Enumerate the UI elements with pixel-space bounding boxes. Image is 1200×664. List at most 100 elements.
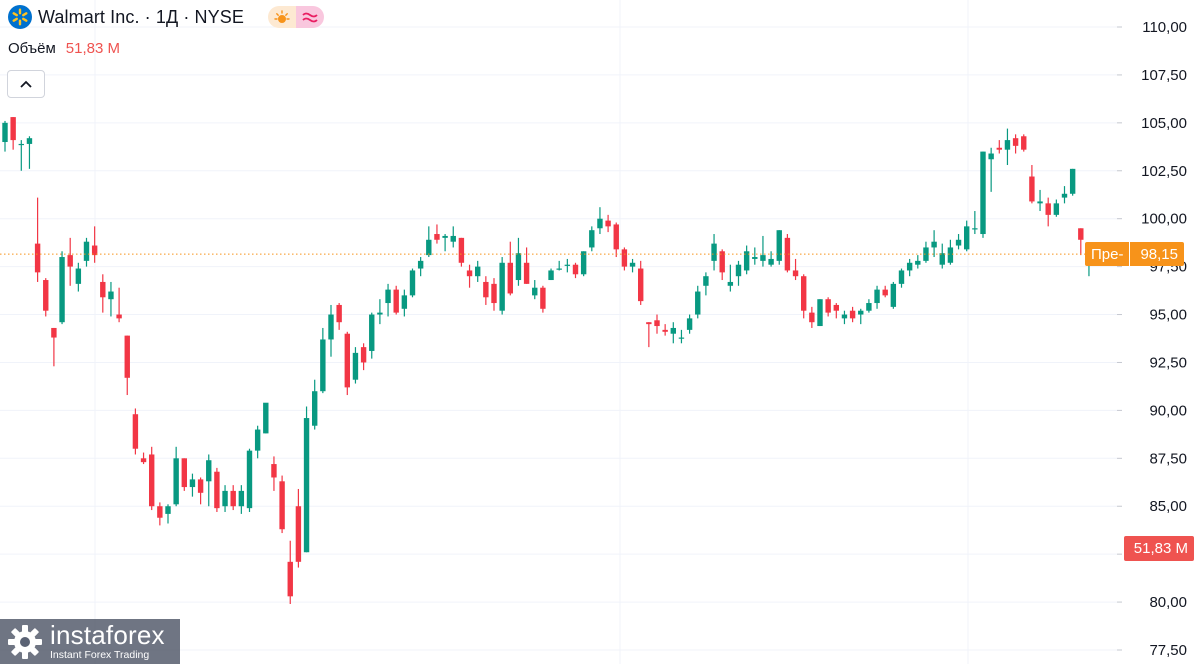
- premarket-label: Пре-: [1084, 242, 1130, 267]
- candle-body: [776, 230, 782, 261]
- candle: [417, 257, 424, 277]
- candle-body: [377, 312, 383, 315]
- candle-body: [124, 335, 130, 378]
- candle-body: [711, 243, 717, 261]
- candle: [776, 230, 782, 265]
- candle-body: [181, 458, 187, 488]
- candle: [409, 268, 416, 298]
- candle: [711, 234, 717, 271]
- candle: [108, 281, 114, 317]
- candle: [662, 324, 668, 336]
- candle-body: [760, 255, 766, 261]
- candle: [491, 278, 497, 311]
- candle-body: [898, 270, 905, 284]
- candle-body: [955, 239, 962, 246]
- candle: [874, 285, 880, 309]
- candle-body: [59, 257, 65, 323]
- candle: [222, 485, 228, 512]
- candle: [124, 335, 130, 396]
- candle-body: [589, 230, 595, 248]
- sun-icon[interactable]: [267, 6, 296, 28]
- collapse-legend-button[interactable]: [7, 70, 45, 98]
- candle-body: [996, 147, 1002, 150]
- candle: [1021, 134, 1027, 152]
- candle-body: [629, 262, 636, 267]
- candle-body: [1061, 193, 1068, 198]
- candle: [393, 285, 399, 315]
- candle: [906, 258, 913, 277]
- candle-body: [263, 402, 269, 434]
- candle-body: [825, 299, 831, 313]
- candle: [833, 303, 839, 319]
- candle-body: [499, 262, 505, 311]
- candle-body: [1004, 140, 1011, 150]
- candle-body: [491, 283, 497, 304]
- candle-body: [91, 245, 98, 256]
- candle-body: [532, 287, 538, 296]
- candle-body: [336, 304, 342, 323]
- candle: [2, 120, 8, 152]
- candle-body: [695, 291, 701, 315]
- candle-body: [254, 429, 261, 451]
- candle-body: [279, 481, 285, 530]
- watermark-brand: instaforex: [50, 620, 165, 651]
- candle: [939, 243, 945, 269]
- wave-icon[interactable]: [295, 6, 324, 28]
- candle-body: [1037, 201, 1043, 204]
- candle: [238, 485, 245, 514]
- candle: [768, 251, 774, 267]
- candle-body: [214, 471, 220, 509]
- candle-body: [458, 237, 465, 263]
- candle: [915, 255, 921, 269]
- candle-body: [972, 228, 978, 230]
- candle: [165, 504, 171, 524]
- candle: [458, 237, 465, 267]
- candle: [26, 136, 33, 169]
- candle-body: [197, 479, 204, 493]
- candle: [10, 117, 16, 150]
- candle-body: [621, 249, 628, 267]
- candle-body: [140, 458, 147, 463]
- symbol-title[interactable]: Walmart Inc. · 1Д · NYSE: [38, 6, 244, 27]
- candle: [507, 241, 513, 296]
- candle-body: [915, 260, 921, 265]
- candle: [442, 234, 448, 252]
- candle: [426, 226, 432, 258]
- candle-body: [654, 320, 660, 327]
- candle: [336, 303, 342, 330]
- candle-body: [809, 312, 815, 323]
- candle-body: [874, 289, 880, 304]
- y-tick-label: 95,00: [1149, 307, 1187, 324]
- candle: [719, 249, 725, 281]
- candle-body: [890, 283, 897, 307]
- candle: [328, 304, 334, 357]
- candle: [613, 222, 619, 258]
- candle: [972, 211, 978, 235]
- candle: [246, 448, 253, 512]
- candle-body: [556, 268, 562, 270]
- candle: [809, 306, 815, 328]
- candle: [303, 406, 310, 553]
- candle-body: [83, 241, 90, 261]
- candle-body: [792, 270, 799, 277]
- candle-body: [295, 506, 302, 562]
- candle-body: [360, 347, 367, 363]
- candle-body: [646, 322, 652, 325]
- candle-body: [108, 291, 114, 300]
- candle: [866, 299, 872, 313]
- candle-body: [67, 255, 73, 267]
- gear-icon: [8, 624, 42, 659]
- candle-body: [238, 490, 245, 507]
- candle: [556, 260, 562, 271]
- candle: [532, 280, 538, 300]
- candle-body: [116, 314, 122, 319]
- candle-body: [1012, 138, 1019, 146]
- candle: [157, 502, 163, 526]
- candle-body: [43, 280, 49, 311]
- candle-body: [246, 450, 253, 509]
- candle-body: [703, 276, 709, 286]
- candle: [83, 237, 90, 267]
- candle: [686, 314, 693, 334]
- candle: [116, 287, 122, 323]
